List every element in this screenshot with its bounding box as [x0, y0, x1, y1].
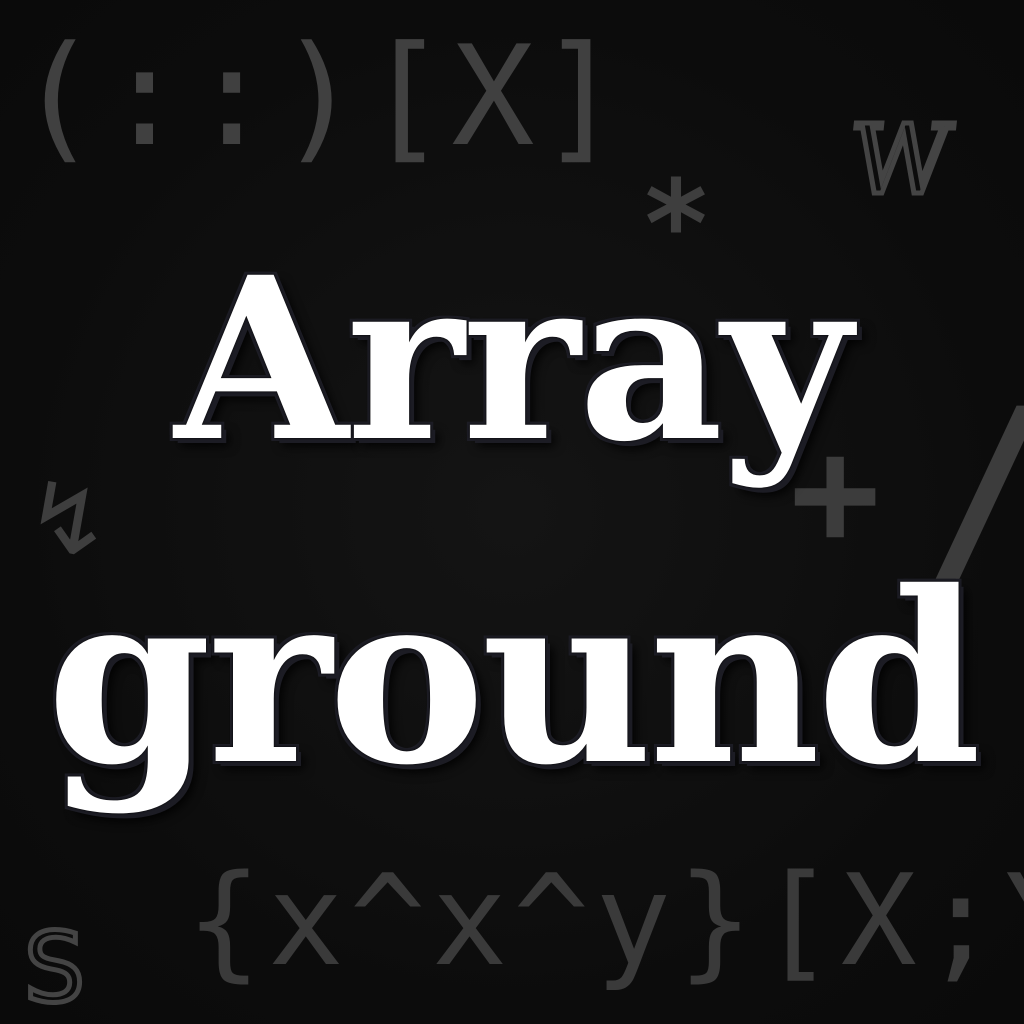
bg-glyph-slash: / [920, 380, 1024, 600]
title-line-1: Array [174, 228, 851, 491]
bg-glyph-bottom-row: {x^x^y}[X;Y [186, 847, 1024, 994]
title-line-2: ground [46, 539, 982, 817]
bg-glyph-asterisk: * [640, 156, 713, 295]
bg-glyph-w: W [844, 102, 959, 219]
bg-glyph-top-left: (::)[X] [16, 16, 626, 177]
bg-glyph-s: S [22, 912, 88, 1024]
bg-glyph-squiggle: ↯ [26, 461, 110, 578]
bg-glyph-plus: + [790, 406, 881, 580]
